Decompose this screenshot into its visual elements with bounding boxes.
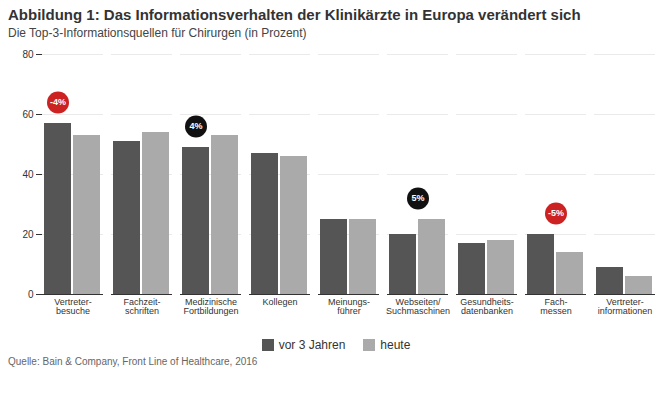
svg-text:Fachzeit-schriften: Fachzeit-schriften <box>123 297 160 316</box>
svg-text:MedizinischeFortbildungen: MedizinischeFortbildungen <box>183 297 238 316</box>
svg-text:-5%: -5% <box>548 208 564 218</box>
html-text:vor 3 Jahren: vor 3 Jahren <box>278 338 346 352</box>
svg-text:Vertreter-besuche: Vertreter-besuche <box>54 297 92 316</box>
svg-text:Kollegen: Kollegen <box>262 297 297 307</box>
svg-text:4%: 4% <box>189 121 202 131</box>
html-text:Quelle: Bain & Company, Front: Quelle: Bain & Company, Front Line of He… <box>8 356 258 367</box>
svg-text:80: 80 <box>22 49 34 60</box>
svg-text:Webseiten/Suchmaschinen: Webseiten/Suchmaschinen <box>386 297 450 316</box>
svg-text:5%: 5% <box>411 193 424 203</box>
svg-text:40: 40 <box>22 169 34 180</box>
html-text:Die Top-3-Informationsquellen: Die Top-3-Informationsquellen für Chirur… <box>8 26 307 40</box>
svg-text:-4%: -4% <box>50 97 66 107</box>
svg-text:20: 20 <box>22 229 34 240</box>
svg-text:Vertreter-informationen: Vertreter-informationen <box>598 297 653 316</box>
svg-text:Fach-messen: Fach-messen <box>540 297 572 316</box>
svg-text:60: 60 <box>22 109 34 120</box>
svg-text:Gesundheits-datenbanken: Gesundheits-datenbanken <box>460 297 514 316</box>
svg-text:0: 0 <box>28 289 34 300</box>
svg-text:Meinungs-führer: Meinungs-führer <box>328 297 370 316</box>
html-text:heute: heute <box>380 338 411 352</box>
html-text:Abbildung 1: Das Informationsv: Abbildung 1: Das Informationsverhalten d… <box>8 6 581 23</box>
